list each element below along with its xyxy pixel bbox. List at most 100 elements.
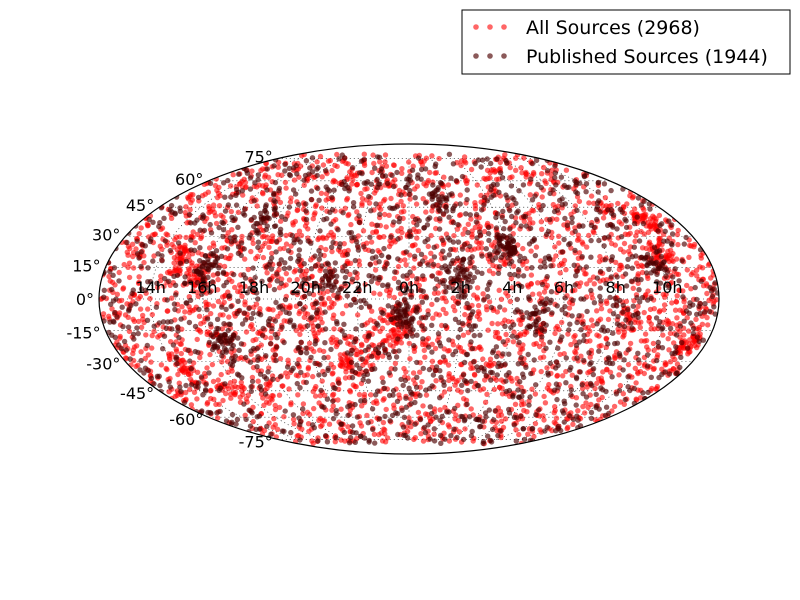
published-source-point xyxy=(303,208,309,214)
published-source-point xyxy=(533,322,539,328)
right-ascension-tick-label: 6h xyxy=(554,278,574,297)
all-source-point xyxy=(472,200,478,206)
all-source-point xyxy=(456,429,463,435)
all-source-point xyxy=(167,356,173,362)
all-source-point xyxy=(675,227,681,234)
all-source-point xyxy=(271,416,277,422)
published-source-point xyxy=(503,388,510,395)
published-source-point xyxy=(284,364,291,370)
published-source-point xyxy=(494,211,501,217)
published-source-point xyxy=(610,212,617,218)
all-source-point xyxy=(212,213,219,219)
published-source-point xyxy=(551,387,558,393)
published-source-point xyxy=(397,215,403,221)
published-source-point xyxy=(309,314,315,320)
right-ascension-tick-label: 4h xyxy=(502,278,522,297)
all-source-point xyxy=(436,155,442,162)
all-source-point xyxy=(541,393,547,400)
published-source-point xyxy=(644,363,651,369)
all-source-point xyxy=(227,391,234,397)
published-source-point xyxy=(553,381,560,387)
published-source-point xyxy=(653,259,660,265)
all-source-point xyxy=(429,153,435,159)
published-source-point xyxy=(486,237,492,244)
published-source-point xyxy=(272,352,278,358)
published-source-point xyxy=(425,216,431,223)
all-source-point xyxy=(283,241,290,247)
all-source-point xyxy=(538,219,544,225)
all-source-point xyxy=(542,400,549,406)
all-source-point xyxy=(391,294,397,301)
all-source-point xyxy=(288,401,294,408)
all-source-point xyxy=(331,177,337,184)
all-source-point xyxy=(347,389,354,395)
published-source-point xyxy=(538,184,544,191)
all-source-point xyxy=(323,246,329,253)
published-source-point xyxy=(349,347,355,353)
published-source-point xyxy=(554,303,560,309)
published-source-point xyxy=(573,402,579,408)
published-source-point xyxy=(301,261,307,267)
all-source-point xyxy=(521,218,527,225)
published-source-point xyxy=(526,296,532,302)
published-source-point xyxy=(369,406,376,412)
published-source-point xyxy=(606,234,612,240)
published-source-point xyxy=(420,336,426,342)
all-source-point xyxy=(283,370,289,376)
published-source-point xyxy=(207,321,214,327)
all-source-point xyxy=(269,233,276,239)
published-source-point xyxy=(621,357,627,363)
published-source-point xyxy=(303,201,309,207)
all-source-point xyxy=(227,183,234,189)
published-source-point xyxy=(533,412,539,418)
all-source-point xyxy=(261,402,267,408)
all-source-point xyxy=(213,401,219,408)
all-source-point xyxy=(145,352,151,358)
published-source-point xyxy=(225,202,232,208)
published-source-point xyxy=(134,325,140,331)
all-source-point xyxy=(270,393,276,399)
all-source-point xyxy=(582,410,588,416)
all-source-point xyxy=(298,232,305,239)
published-source-point xyxy=(612,340,618,347)
published-source-point xyxy=(220,270,227,277)
all-source-point xyxy=(538,368,544,375)
published-source-point xyxy=(341,332,348,338)
all-source-point xyxy=(443,310,449,317)
all-source-point xyxy=(410,242,416,249)
published-source-point xyxy=(459,246,466,252)
all-source-point xyxy=(662,362,668,368)
all-source-point xyxy=(418,431,424,437)
all-source-point xyxy=(235,384,241,391)
published-source-point xyxy=(251,198,257,204)
all-source-point xyxy=(532,420,539,427)
published-source-point xyxy=(457,201,463,207)
all-source-point xyxy=(338,356,344,362)
published-source-point xyxy=(429,410,435,417)
all-source-point xyxy=(210,378,217,385)
published-source-point xyxy=(227,293,233,299)
all-source-point xyxy=(411,348,418,354)
declination-tick-label: 0° xyxy=(76,290,94,309)
published-source-point xyxy=(271,212,277,219)
all-source-point xyxy=(621,401,627,407)
all-source-point xyxy=(525,431,531,437)
published-source-point xyxy=(420,273,426,279)
all-source-point xyxy=(655,352,661,358)
all-source-point xyxy=(288,195,294,201)
all-source-point xyxy=(254,203,260,209)
published-source-point xyxy=(557,337,564,343)
published-source-point xyxy=(222,194,228,200)
all-source-point xyxy=(221,299,227,305)
published-source-point xyxy=(590,371,596,378)
published-source-point xyxy=(291,324,297,330)
all-source-point xyxy=(395,263,402,270)
all-source-point xyxy=(258,342,264,348)
published-source-point xyxy=(192,220,198,226)
published-source-point xyxy=(378,169,384,175)
published-source-point xyxy=(302,172,309,179)
published-source-point xyxy=(247,175,254,181)
published-source-point xyxy=(332,260,338,266)
published-source-point xyxy=(501,226,507,232)
all-source-point xyxy=(310,216,316,222)
